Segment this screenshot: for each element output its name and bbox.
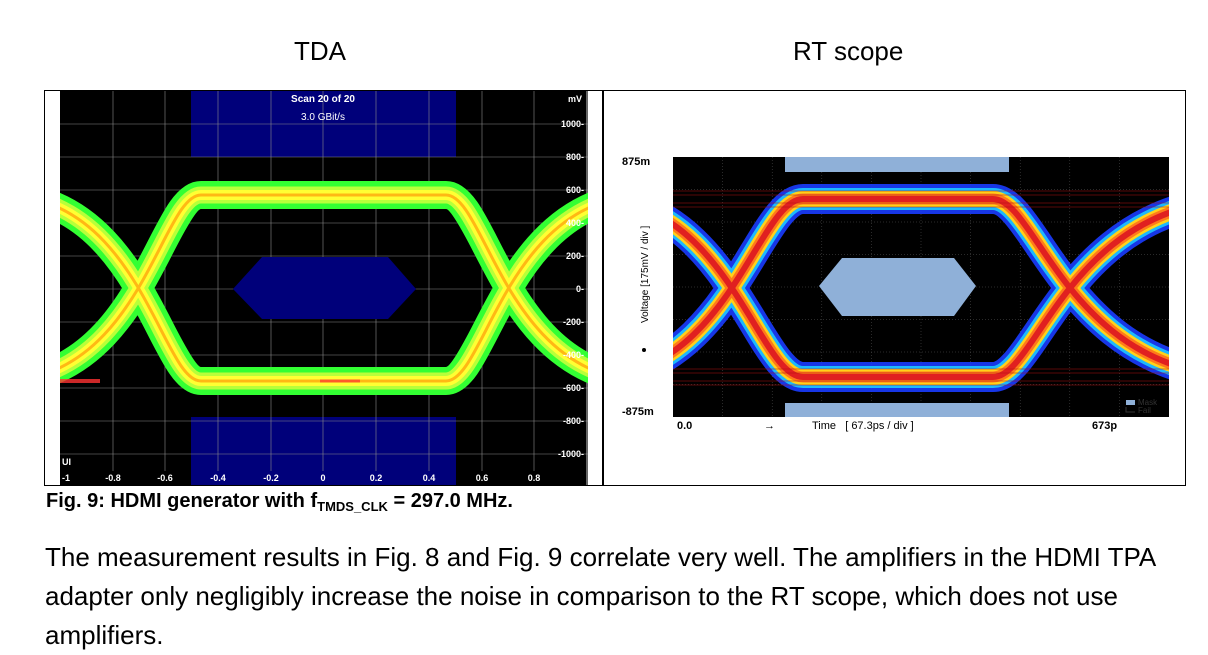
rt-x-right-label: 673p (1092, 420, 1117, 432)
tda-y-tick-label: -400- (563, 350, 584, 360)
rt-mask-bottom (785, 403, 1009, 417)
tda-x-tick-label: 0.2 (370, 473, 383, 483)
figure-caption: Fig. 9: HDMI generator with fTMDS_CLK = … (46, 490, 513, 514)
tda-eye-diagram: Scan 20 of 20 3.0 GBit/s mV UI 1000- 800-… (60, 91, 588, 485)
tda-x-tick-label: 0.8 (528, 473, 541, 483)
tda-y-tick-label: 0- (576, 284, 584, 294)
rt-x-left-label: 0.0 (677, 420, 692, 432)
tda-y-tick-label: 200- (566, 251, 584, 261)
tda-mask-bottom (191, 417, 456, 485)
tda-x-tick-label: 0.4 (423, 473, 436, 483)
body-paragraph: The measurement results in Fig. 8 and Fi… (45, 542, 1155, 650)
tda-x-tick-label: 0 (320, 473, 325, 483)
tda-x-tick-label: -0.6 (157, 473, 173, 483)
tda-y-tick-label: 800- (566, 152, 584, 162)
tda-x-tick-label: -1 (62, 473, 70, 483)
tda-y-tick-label: 1000- (561, 119, 584, 129)
rt-mask-top (785, 157, 1009, 172)
tda-x-tick-label: -0.4 (210, 473, 226, 483)
tda-y-tick-label: -600- (563, 383, 584, 393)
tda-y-unit: mV (568, 94, 582, 104)
tda-x-tick-label: -0.8 (105, 473, 121, 483)
rt-eye-traces (673, 184, 1169, 392)
tda-panel-title: TDA (294, 36, 346, 66)
tda-rate-text: 3.0 GBit/s (301, 112, 345, 123)
rt-legend-fail-label: Fail (1138, 406, 1151, 415)
tda-x-axis-ticks: -1 -0.8 -0.6 -0.4 -0.2 0 0.2 0.4 0.6 0.8 (62, 473, 540, 483)
rt-scope-eye-diagram: 875m -875m Voltage [175mV / div ] 0.0 → … (604, 91, 1184, 485)
tda-y-tick-label: -200- (563, 317, 584, 327)
caption-subscript: TMDS_CLK (317, 499, 388, 514)
rt-y-bottom-label: -875m (622, 406, 654, 418)
tda-scan-text: Scan 20 of 20 (291, 94, 355, 105)
rt-y-axis-marker-icon (642, 348, 646, 352)
rt-legend-mask-label: Mask (1138, 398, 1158, 407)
tda-x-tick-label: -0.2 (263, 473, 279, 483)
figure-frame (44, 90, 1186, 486)
tda-x-unit: UI (62, 457, 71, 467)
rt-y-top-label: 875m (622, 156, 650, 168)
tda-y-tick-label: -800- (563, 416, 584, 426)
tda-y-tick-label: -1000- (558, 449, 584, 459)
rt-legend-mask-swatch (1126, 400, 1135, 405)
caption-prefix: Fig. 9: HDMI generator with f (46, 490, 318, 512)
rt-x-arrow-icon: → (764, 420, 775, 432)
rt-mask-center (819, 258, 976, 316)
figure-divider (602, 90, 604, 486)
rt-scope-panel-title: RT scope (793, 36, 904, 66)
rt-legend-fail-swatch (1125, 407, 1135, 413)
rt-x-axis-label: Time [ 67.3ps / div ] (812, 420, 914, 432)
tda-mask-center (233, 257, 416, 319)
rt-y-axis-label: Voltage [175mV / div ] (640, 225, 651, 323)
tda-eye-traces (60, 181, 588, 395)
tda-y-axis-ticks: 1000- 800- 600- 400- 200- 0- -200- -400- -600- -8… (558, 119, 584, 459)
tda-y-tick-label: 600- (566, 185, 584, 195)
caption-suffix: = 297.0 MHz. (387, 490, 513, 512)
tda-y-tick-label: 400- (566, 218, 584, 228)
tda-x-tick-label: 0.6 (476, 473, 489, 483)
